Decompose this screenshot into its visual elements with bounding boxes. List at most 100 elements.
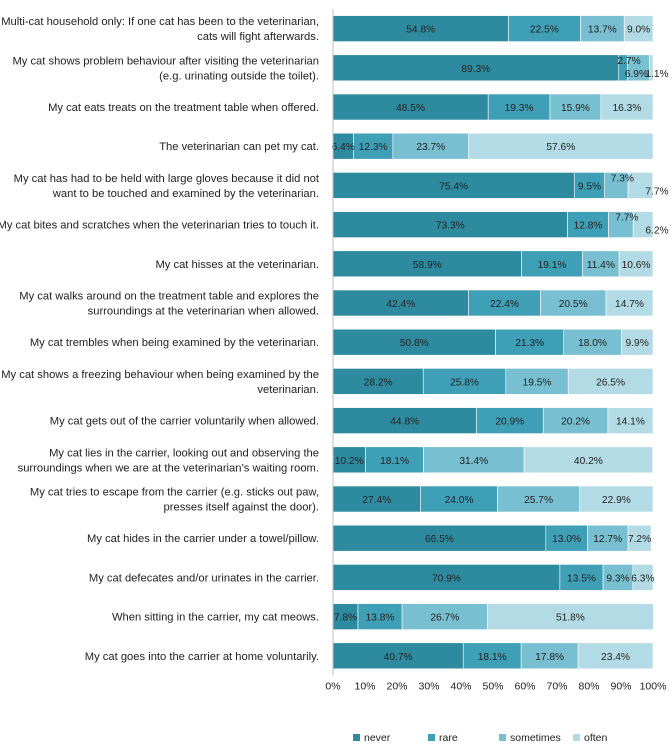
data-label: 13.8% xyxy=(366,613,395,624)
data-label: 57.6% xyxy=(546,142,575,153)
bar-segment-often xyxy=(468,132,654,160)
category-label-line: Multi-cat household only: If one cat has… xyxy=(1,16,319,28)
data-label: 18.1% xyxy=(478,652,507,663)
category-label-line: My cat defecates and/or urinates in the … xyxy=(89,572,319,584)
legend: never rare sometimes often xyxy=(353,732,608,744)
bar-segment-often xyxy=(627,524,652,552)
data-label: 26.7% xyxy=(430,613,459,624)
bar-segment-often xyxy=(600,93,654,121)
data-label: 6.4% xyxy=(332,142,355,153)
bar-segment-often xyxy=(605,289,654,317)
bar-segment-rare xyxy=(422,368,507,395)
category-label: When sitting in the carrier, my cat meow… xyxy=(112,612,319,624)
category-label-line: My cat goes into the carrier at home vol… xyxy=(85,651,319,663)
category-label: My cat trembles when being examined by t… xyxy=(30,337,319,349)
x-tick-label: 100% xyxy=(640,680,667,692)
bar-segment-sometimes xyxy=(602,564,634,591)
category-label-line: My cat eats treats on the treatment tabl… xyxy=(48,102,319,114)
bar-segment-often xyxy=(579,485,654,513)
data-label: 19.3% xyxy=(505,103,534,114)
data-label: 18.1% xyxy=(380,456,409,467)
data-label: 9.9% xyxy=(626,338,649,349)
data-label: 6.9% xyxy=(625,69,648,80)
bar-segment-rare xyxy=(545,524,588,552)
data-label: 10.2% xyxy=(335,456,364,467)
category-label-line: My cat tries to escape from the carrier … xyxy=(30,487,319,499)
bar-segment-sometimes xyxy=(497,485,581,513)
data-label: 13.7% xyxy=(588,25,617,36)
category-labels: Multi-cat household only: If one cat has… xyxy=(0,16,320,663)
bar-segment-rare xyxy=(420,485,498,513)
data-label: 40.7% xyxy=(384,652,413,663)
data-label: 7.2% xyxy=(628,534,651,545)
data-label: 7.3% xyxy=(611,173,634,184)
category-label: My cat eats treats on the treatment tabl… xyxy=(48,102,319,114)
category-label-line: My cat shows problem behaviour after vis… xyxy=(12,55,319,67)
category-label-line: cats will fight afterwards. xyxy=(197,31,319,43)
bar-segment-often xyxy=(607,407,654,434)
category-label: My cat shows problem behaviour after vis… xyxy=(12,55,319,82)
bar-segment-rare xyxy=(357,603,403,630)
x-tick-label: 10% xyxy=(354,680,375,692)
category-label: My cat hides in the carrier under a towe… xyxy=(87,533,319,545)
data-label: 51.8% xyxy=(556,613,585,624)
bar-segment-never xyxy=(332,446,366,474)
data-label: 24.0% xyxy=(445,495,474,506)
category-label-line: My cat walks around on the treatment tab… xyxy=(19,291,319,303)
category-label-line: My cat hisses at the veterinarian. xyxy=(155,259,319,271)
bars-layer: 54.8% 22.5% 13.7% 9.0% 89.3% 2.7% 6.9%1.1% 48.5… xyxy=(332,15,669,670)
bar-segment-sometimes xyxy=(505,368,569,395)
bar-segment-often xyxy=(632,211,654,238)
data-label: 14.1% xyxy=(616,417,645,428)
data-label: 16.3% xyxy=(612,103,641,114)
bar-segment-rare xyxy=(495,328,565,356)
bar-segment-sometimes xyxy=(608,211,634,238)
legend-swatch-often xyxy=(573,734,580,741)
data-label: 19.1% xyxy=(538,260,567,271)
bar-segment-never xyxy=(332,250,522,278)
data-label: 7.8% xyxy=(334,613,357,624)
data-label: 9.0% xyxy=(627,25,650,36)
data-label: 15.9% xyxy=(561,103,590,114)
category-label: My cat gets out of the carrier voluntari… xyxy=(50,416,319,428)
category-label: My cat defecates and/or urinates in the … xyxy=(89,572,319,584)
legend-swatch-rare xyxy=(428,734,435,741)
legend-swatch-sometimes xyxy=(499,734,506,741)
category-label-line: My cat lies in the carrier, looking out … xyxy=(49,447,319,459)
data-label: 23.7% xyxy=(416,142,445,153)
category-label-line: My cat trembles when being examined by t… xyxy=(30,337,319,349)
data-label: 20.9% xyxy=(495,417,524,428)
category-label-line: veterinarian. xyxy=(257,384,319,396)
data-label: 14.7% xyxy=(615,299,644,310)
bar-segment-sometimes xyxy=(542,407,609,434)
bar-segment-often xyxy=(649,54,654,82)
data-label: 50.8% xyxy=(400,338,429,349)
data-label: 9.3% xyxy=(606,573,629,584)
data-label: 2.7% xyxy=(617,56,640,67)
data-label: 19.5% xyxy=(523,377,552,388)
data-label: 18.0% xyxy=(578,338,607,349)
category-label: The veterinarian can pet my cat. xyxy=(159,141,319,153)
bar-segment-often xyxy=(487,603,654,630)
category-label-line: My cat has had to be held with large glo… xyxy=(14,173,320,185)
data-label: 10.6% xyxy=(622,260,651,271)
category-label-line: want to be touched and examined by the v… xyxy=(52,188,319,200)
data-label: 12.3% xyxy=(359,142,388,153)
bar-segment-never xyxy=(332,642,464,670)
category-label-line: (e.g. urinating outside the toilet). xyxy=(159,70,319,82)
bar-segment-never xyxy=(332,54,620,82)
category-label-line: When sitting in the carrier, my cat meow… xyxy=(112,612,319,624)
x-tick-label: 30% xyxy=(418,680,439,692)
x-tick-label: 90% xyxy=(610,680,631,692)
bar-segment-rare xyxy=(487,93,551,121)
data-label: 26.5% xyxy=(596,377,625,388)
bar-segment-rare xyxy=(559,564,604,591)
x-tick-label: 0% xyxy=(325,680,340,692)
bar-segment-rare xyxy=(508,15,581,42)
category-label: My cat tries to escape from the carrier … xyxy=(30,487,319,514)
bar-segment-sometimes xyxy=(401,603,488,630)
data-label: 44.8% xyxy=(390,417,419,428)
x-tick-label: 50% xyxy=(482,680,503,692)
bar-segment-never xyxy=(332,524,547,552)
